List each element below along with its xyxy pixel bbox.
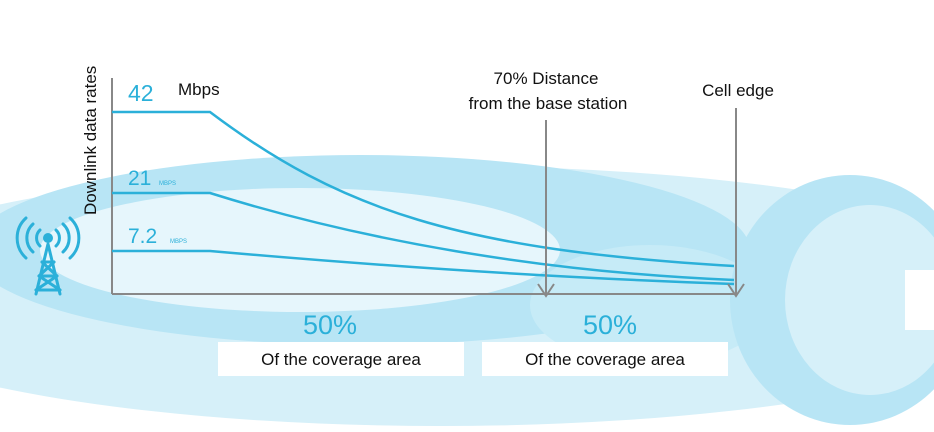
cell-edge-arrow-icon	[727, 283, 745, 298]
rate-42-value: 42	[128, 80, 154, 106]
neighbor-cell-gap	[905, 270, 934, 330]
distance-label-line2: from the base station	[469, 94, 628, 113]
rate-7-2-value: 7.2	[128, 225, 157, 248]
distance-marker	[537, 120, 555, 298]
rate-21-unit: MBPS	[159, 181, 176, 187]
caption-bar-right	[482, 342, 728, 376]
rate-7-2-unit: MBPS	[170, 239, 187, 245]
distance-label-line1: 70% Distance	[494, 69, 599, 88]
distance-arrow-icon	[537, 283, 555, 298]
coverage-percent-left: 50%	[303, 310, 357, 340]
neighbor-cell-inner	[785, 205, 934, 395]
curve-21-mbps	[112, 191, 735, 282]
edge-coverage-band	[530, 245, 770, 365]
coverage-caption-right: Of the coverage area	[525, 350, 685, 369]
rate-21-value: 21	[128, 167, 151, 190]
coverage-bands	[0, 155, 934, 426]
rate-42-unit: Mbps	[178, 80, 220, 99]
curve-42-mbps	[112, 110, 735, 268]
top-whitespace	[0, 0, 934, 140]
coverage-caption-left: Of the coverage area	[261, 350, 421, 369]
rate-curves	[112, 110, 735, 286]
curve-7-2-mbps	[112, 249, 735, 286]
caption-bar-left	[218, 342, 464, 376]
inner-coverage-band	[40, 188, 560, 312]
cell-edge-marker	[727, 108, 745, 298]
y-axis-label: Downlink data rates	[81, 66, 100, 215]
cell-tower-icon	[15, 216, 81, 296]
cell-edge-label: Cell edge	[702, 81, 774, 100]
coverage-percent-right: 50%	[583, 310, 637, 340]
